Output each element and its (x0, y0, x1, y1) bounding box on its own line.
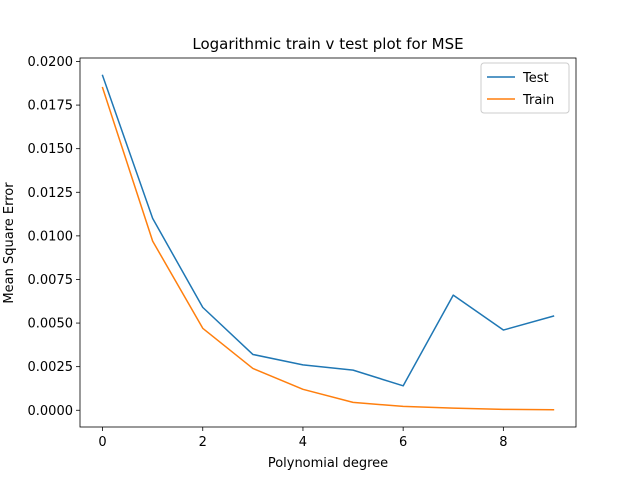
legend-label-test: Test (522, 71, 549, 86)
legend: Test Train (480, 62, 570, 114)
legend-box (480, 62, 570, 114)
y-tick-label: 0.0075 (28, 273, 74, 288)
x-tick-label: 2 (199, 435, 207, 450)
x-axis-label: Polynomial degree (268, 456, 388, 471)
y-axis-label: Mean Square Error (2, 182, 17, 304)
axes-frame (79, 57, 577, 428)
x-tick-label: 0 (98, 435, 106, 450)
y-tick-label: 0.0000 (28, 404, 74, 419)
y-tick-label: 0.0050 (28, 317, 74, 332)
x-tick-label: 8 (499, 435, 507, 450)
x-tick-label: 6 (399, 435, 407, 450)
y-tick-label: 0.0150 (28, 142, 74, 157)
plot-area: 0 2 4 6 8 0.0000 0.0025 0.0050 0.0075 0.0100 0.012… (28, 55, 577, 450)
x-tick-label: 4 (299, 435, 307, 450)
chart-title: Logarithmic train v test plot for MSE (192, 35, 463, 53)
y-tick-label: 0.0025 (28, 360, 74, 375)
y-tick-label: 0.0175 (28, 99, 74, 114)
series-line-train (101, 86, 555, 411)
y-tick-label: 0.0100 (28, 229, 74, 244)
legend-label-train: Train (522, 93, 554, 108)
series-line-test (101, 74, 555, 387)
y-tick-label: 0.0200 (28, 55, 74, 70)
y-tick-label: 0.0125 (28, 186, 74, 201)
